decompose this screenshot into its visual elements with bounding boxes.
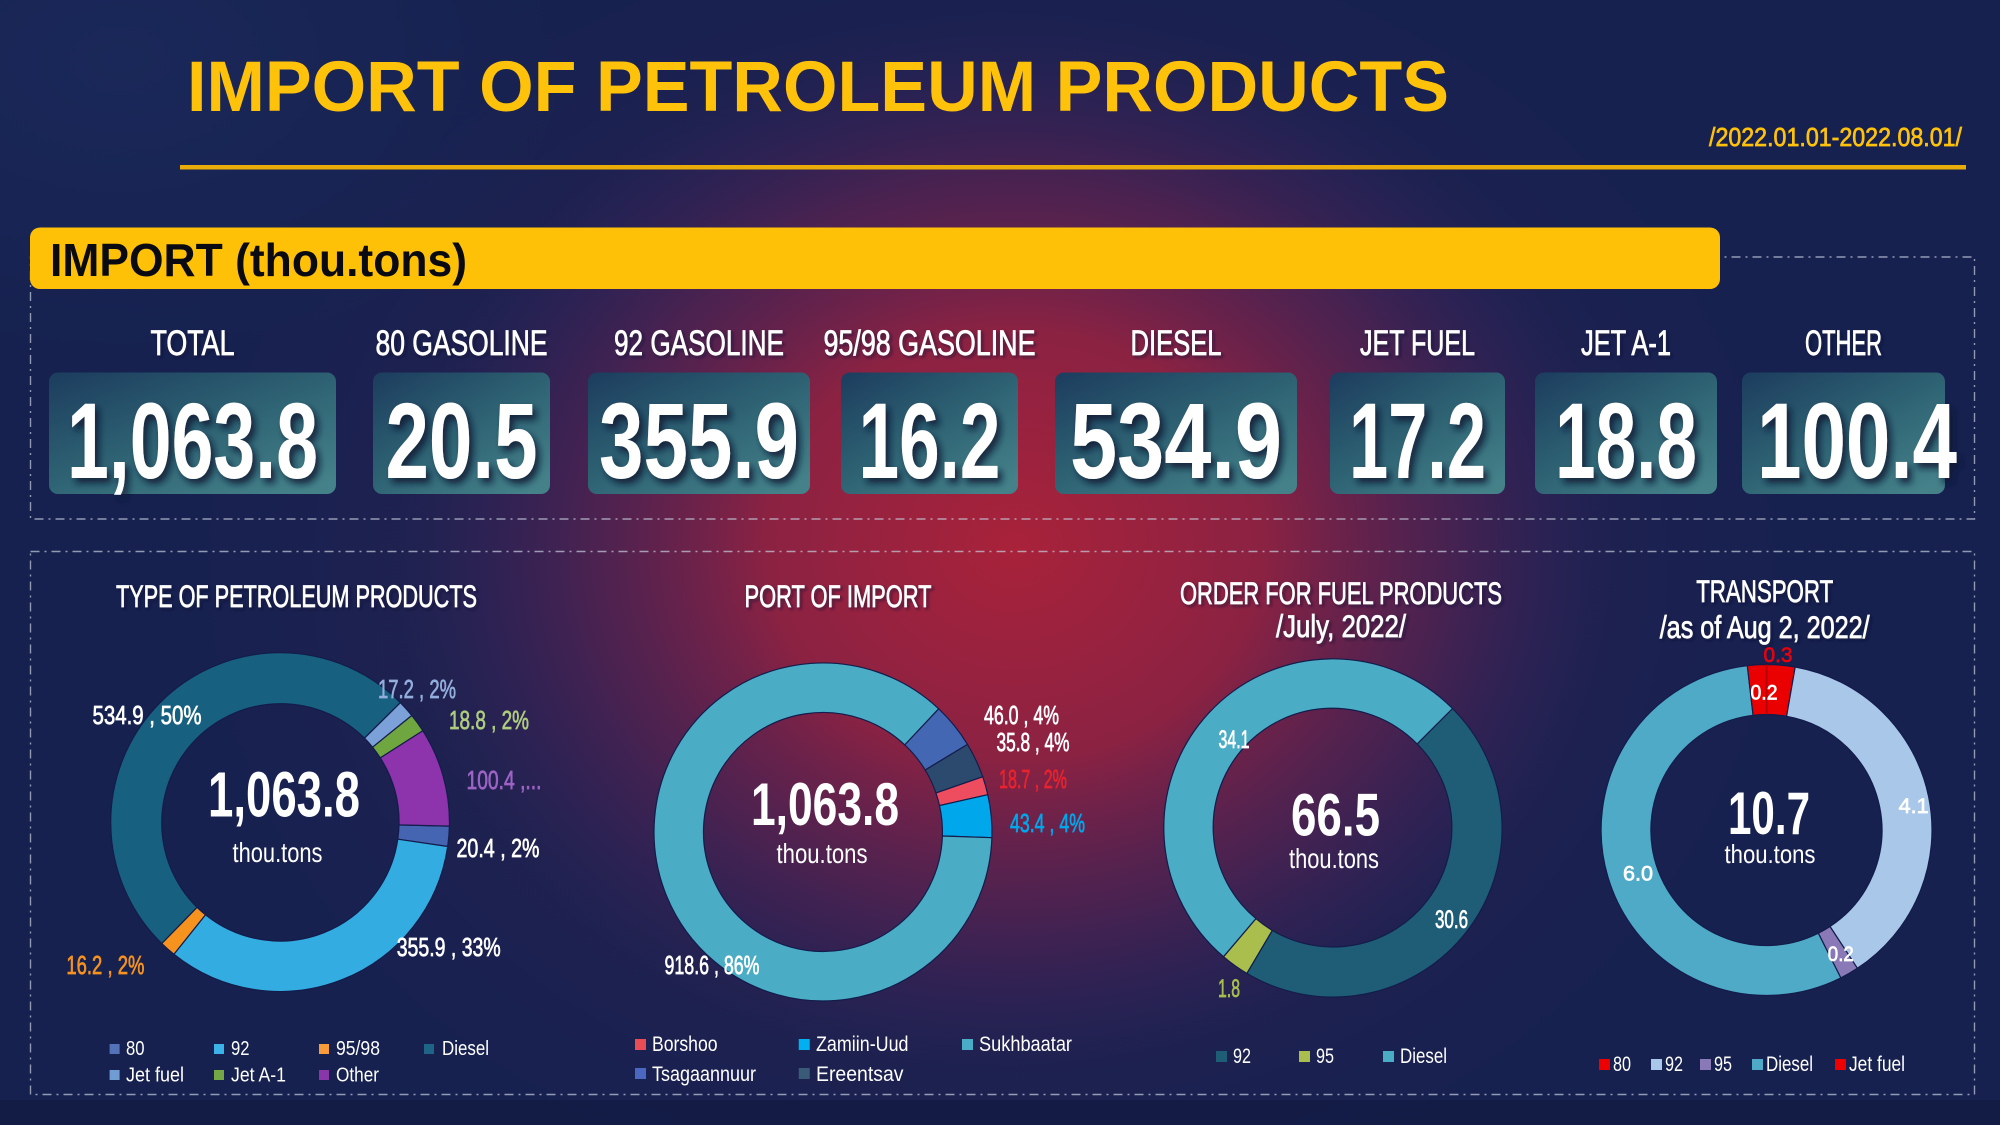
svg-text:1,063.8: 1,063.8 (208, 759, 360, 831)
svg-text:16.2: 16.2 (859, 380, 1001, 501)
svg-text:92: 92 (1233, 1045, 1251, 1068)
svg-text:OTHER: OTHER (1805, 324, 1882, 363)
svg-text:Jet fuel: Jet fuel (126, 1065, 184, 1087)
svg-text:92 GASOLINE: 92 GASOLINE (614, 324, 784, 363)
svg-text:92: 92 (231, 1038, 250, 1060)
svg-text:thou.tons: thou.tons (1289, 843, 1379, 874)
svg-text:355.9 , 33%: 355.9 , 33% (397, 932, 501, 962)
svg-text:Other: Other (336, 1065, 379, 1087)
svg-text:Jet A-1: Jet A-1 (231, 1065, 286, 1087)
svg-text:10.7: 10.7 (1728, 780, 1810, 847)
svg-text:1.8: 1.8 (1218, 975, 1240, 1003)
svg-text:IMPORT OF PETROLEUM PRODUCTS: IMPORT OF PETROLEUM PRODUCTS (187, 48, 1449, 127)
svg-text:Sukhbaatar: Sukhbaatar (979, 1033, 1072, 1056)
svg-text:95/98: 95/98 (336, 1038, 380, 1060)
svg-text:100.4 ,...: 100.4 ,... (467, 765, 542, 795)
svg-text:30.6: 30.6 (1435, 906, 1468, 934)
svg-text:95/98 GASOLINE: 95/98 GASOLINE (824, 324, 1036, 363)
svg-text:TOTAL: TOTAL (151, 324, 235, 363)
svg-text:/July, 2022/: /July, 2022/ (1276, 608, 1406, 644)
svg-text:TYPE OF PETROLEUM PRODUCTS: TYPE OF PETROLEUM PRODUCTS (116, 578, 477, 614)
svg-text:0.2: 0.2 (1751, 681, 1778, 705)
svg-text:/as of Aug 2, 2022/: /as of Aug 2, 2022/ (1660, 609, 1870, 645)
svg-text:34.1: 34.1 (1219, 726, 1250, 754)
svg-text:534.9 , 50%: 534.9 , 50% (93, 700, 202, 730)
svg-text:4.1: 4.1 (1899, 794, 1929, 818)
svg-text:20.5: 20.5 (386, 380, 538, 501)
svg-text:18.7 , 2%: 18.7 , 2% (999, 766, 1067, 794)
svg-text:16.2 , 2%: 16.2 , 2% (66, 950, 144, 980)
svg-text:92: 92 (1665, 1053, 1683, 1076)
svg-text:95: 95 (1316, 1045, 1334, 1068)
svg-text:18.8 , 2%: 18.8 , 2% (449, 705, 529, 735)
svg-text:918.6 , 86%: 918.6 , 86% (665, 952, 760, 980)
svg-text:20.4 , 2%: 20.4 , 2% (457, 833, 540, 863)
svg-text:Diesel: Diesel (1766, 1053, 1813, 1076)
svg-text:Diesel: Diesel (1400, 1045, 1447, 1068)
svg-text:17.2 , 2%: 17.2 , 2% (378, 674, 456, 704)
svg-text:66.5: 66.5 (1291, 782, 1380, 849)
svg-text:thou.tons: thou.tons (233, 837, 323, 868)
svg-text:Diesel: Diesel (442, 1038, 489, 1060)
svg-text:Borshoo: Borshoo (652, 1033, 718, 1056)
svg-text:DIESEL: DIESEL (1131, 324, 1222, 363)
svg-text:80: 80 (1613, 1053, 1631, 1076)
svg-text:Ereentsav: Ereentsav (816, 1063, 904, 1086)
svg-text:100.4: 100.4 (1757, 380, 1957, 501)
svg-text:1,063.8: 1,063.8 (67, 380, 318, 501)
svg-text:17.2: 17.2 (1349, 380, 1486, 501)
svg-text:355.9: 355.9 (599, 380, 799, 501)
svg-text:80 GASOLINE: 80 GASOLINE (376, 324, 548, 363)
svg-text:18.8: 18.8 (1555, 380, 1697, 501)
svg-text:1,063.8: 1,063.8 (751, 771, 899, 838)
svg-text:Tsagaannuur: Tsagaannuur (652, 1063, 756, 1086)
svg-text:Jet fuel: Jet fuel (1849, 1053, 1905, 1076)
svg-text:35.8 , 4%: 35.8 , 4% (997, 729, 1070, 757)
svg-text:JET A-1: JET A-1 (1581, 324, 1671, 363)
svg-text:/2022.01.01-2022.08.01/: /2022.01.01-2022.08.01/ (1709, 122, 1963, 152)
svg-text:43.4 , 4%: 43.4 , 4% (1010, 810, 1085, 838)
svg-text:JET FUEL: JET FUEL (1360, 324, 1475, 363)
svg-text:0.2: 0.2 (1828, 942, 1854, 966)
svg-text:IMPORT (thou.tons): IMPORT (thou.tons) (50, 234, 467, 286)
svg-text:thou.tons: thou.tons (777, 838, 868, 869)
svg-text:thou.tons: thou.tons (1725, 839, 1816, 869)
svg-text:95: 95 (1714, 1053, 1732, 1076)
svg-text:ORDER FOR FUEL PRODUCTS: ORDER FOR FUEL PRODUCTS (1180, 575, 1502, 611)
svg-text:TRANSPORT: TRANSPORT (1696, 573, 1833, 609)
svg-text:0.3: 0.3 (1764, 643, 1793, 667)
svg-text:80: 80 (126, 1038, 145, 1060)
svg-text:PORT OF IMPORT: PORT OF IMPORT (745, 578, 932, 614)
svg-text:6.0: 6.0 (1623, 862, 1653, 886)
svg-text:Zamiin-Uud: Zamiin-Uud (816, 1033, 909, 1056)
svg-text:534.9: 534.9 (1070, 380, 1282, 501)
svg-text:46.0 , 4%: 46.0 , 4% (984, 702, 1059, 730)
